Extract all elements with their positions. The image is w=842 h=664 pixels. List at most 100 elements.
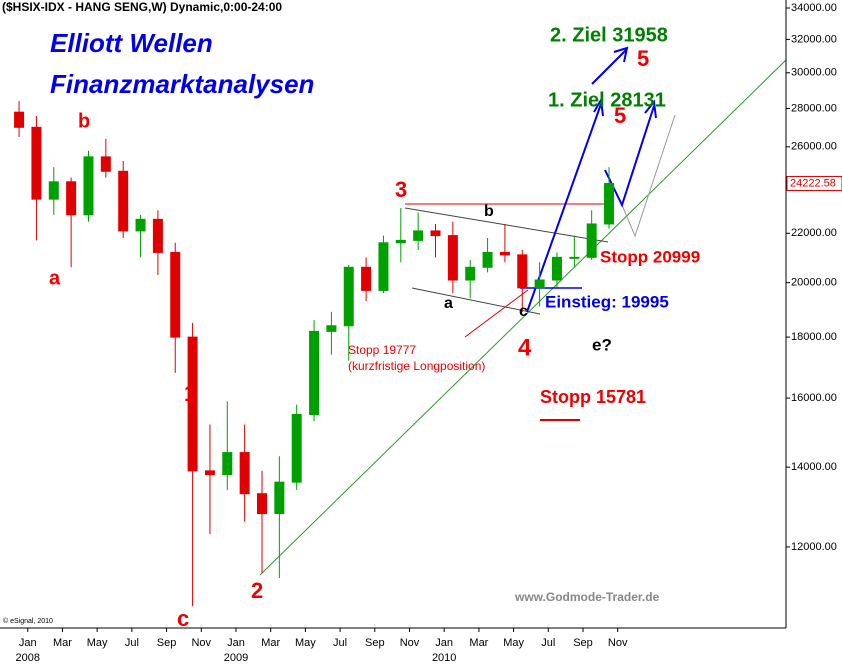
candle-body xyxy=(326,325,337,332)
candle-body xyxy=(551,256,562,281)
y-tick-label: 32000.00 xyxy=(791,33,837,45)
annotation: a xyxy=(49,267,61,289)
trend-line xyxy=(259,59,787,576)
candle-body xyxy=(170,251,181,338)
x-tick-label: May xyxy=(87,637,108,649)
candle-body xyxy=(187,336,198,472)
annotation: www.Godmode-Trader.de xyxy=(514,590,660,604)
annotation: e? xyxy=(592,335,612,354)
x-tick-label: Sep xyxy=(157,637,177,649)
x-tick-label: Jan xyxy=(19,637,37,649)
wave-arrow xyxy=(593,96,604,117)
annotation: Elliott Wellen xyxy=(50,28,213,58)
y-tick-label: 26000.00 xyxy=(791,141,837,153)
candle-body xyxy=(239,452,250,495)
candle-body xyxy=(222,452,233,476)
y-tick-label: 30000.00 xyxy=(791,67,837,79)
x-tick-label: Mar xyxy=(53,637,72,649)
x-tick-label: Jul xyxy=(333,637,347,649)
annotation: Finanzmarktanalysen xyxy=(50,69,314,99)
last-price-box xyxy=(786,175,842,191)
candle-body xyxy=(517,254,528,289)
channel-line xyxy=(411,287,541,315)
candle-body xyxy=(378,242,389,291)
candle-body xyxy=(204,470,215,476)
wave-arrow xyxy=(644,99,657,119)
wave-arrow xyxy=(591,49,627,85)
candle-body xyxy=(48,181,59,200)
x-tick-label: Sep xyxy=(573,637,593,649)
candle-body xyxy=(430,230,441,237)
candle-body xyxy=(361,266,372,291)
chart-title: ($HSIX-IDX - HANG SENG,W) Dynamic,0:00-2… xyxy=(2,0,282,14)
candle-body xyxy=(499,251,510,256)
candle-body xyxy=(66,181,77,216)
annotation: a xyxy=(444,295,453,312)
candle-body xyxy=(395,239,406,244)
x-tick-label: May xyxy=(295,637,316,649)
wave-arrow xyxy=(613,46,629,63)
candle-body xyxy=(257,493,267,515)
x-tick-label: Nov xyxy=(191,637,211,649)
x-tick-label: Mar xyxy=(261,637,280,649)
y-tick-label: 14000.00 xyxy=(791,461,837,473)
annotation: 3 xyxy=(395,177,407,202)
candle-body xyxy=(413,230,424,241)
candle-body xyxy=(135,218,146,232)
candle-body xyxy=(118,170,129,232)
annotation: 2 xyxy=(251,578,263,603)
annotation: 2. Ziel 31958 xyxy=(550,24,668,46)
candle-body xyxy=(586,223,597,258)
y-tick-label: 20000.00 xyxy=(791,276,837,288)
annotation: Stopp 19777 xyxy=(348,343,416,357)
last-price-label: 24222.58 xyxy=(790,177,836,189)
stop-line xyxy=(464,289,529,338)
candle-body xyxy=(465,266,476,281)
annotation: Einstieg: 19995 xyxy=(545,292,669,311)
candle-body xyxy=(274,481,285,515)
candle-body xyxy=(14,111,25,128)
year-label: 2010 xyxy=(432,652,456,664)
annotation: (kurzfristige Longposition) xyxy=(348,359,485,373)
annotation: 5 xyxy=(637,46,649,71)
annotation: 4 xyxy=(518,334,532,361)
annotation: © eSignal, 2010 xyxy=(3,617,53,625)
annotation: Stopp 15781 xyxy=(540,387,646,407)
x-tick-label: Jul xyxy=(125,637,139,649)
x-tick-label: Jan xyxy=(227,637,245,649)
candle-body xyxy=(309,330,320,415)
x-tick-label: Sep xyxy=(365,637,385,649)
annotation: b xyxy=(484,203,494,220)
projection-line xyxy=(621,114,676,238)
annotation: c xyxy=(177,606,189,631)
candle-body xyxy=(604,182,615,225)
y-tick-label: 22000.00 xyxy=(791,227,837,239)
drawings xyxy=(0,0,787,629)
annotation: c xyxy=(519,303,528,320)
annotation: 1 xyxy=(184,381,196,406)
candle-body xyxy=(31,126,42,200)
candle-body xyxy=(343,266,354,327)
candle-body xyxy=(291,413,302,483)
y-tick-label: 34000.00 xyxy=(791,2,837,14)
candle-body xyxy=(100,156,111,172)
candle-body xyxy=(83,156,94,216)
y-tick-label: 12000.00 xyxy=(791,541,837,553)
x-tick-label: Jul xyxy=(541,637,555,649)
year-label: 2009 xyxy=(224,652,248,664)
x-tick-label: May xyxy=(503,637,524,649)
annotation: 5 xyxy=(614,103,626,128)
candle-body xyxy=(152,218,163,253)
y-tick-label: 16000.00 xyxy=(791,392,837,404)
x-tick-label: Nov xyxy=(608,637,628,649)
candle-body xyxy=(534,279,545,289)
x-tick-label: Mar xyxy=(469,637,488,649)
candle-body xyxy=(569,256,580,259)
annotation: b xyxy=(78,110,90,132)
year-label: 2008 xyxy=(16,652,40,664)
y-tick-label: 18000.00 xyxy=(791,331,837,343)
y-tick-label: 28000.00 xyxy=(791,102,837,114)
candle-body xyxy=(482,251,493,268)
annotation: Stopp 20999 xyxy=(600,247,700,266)
